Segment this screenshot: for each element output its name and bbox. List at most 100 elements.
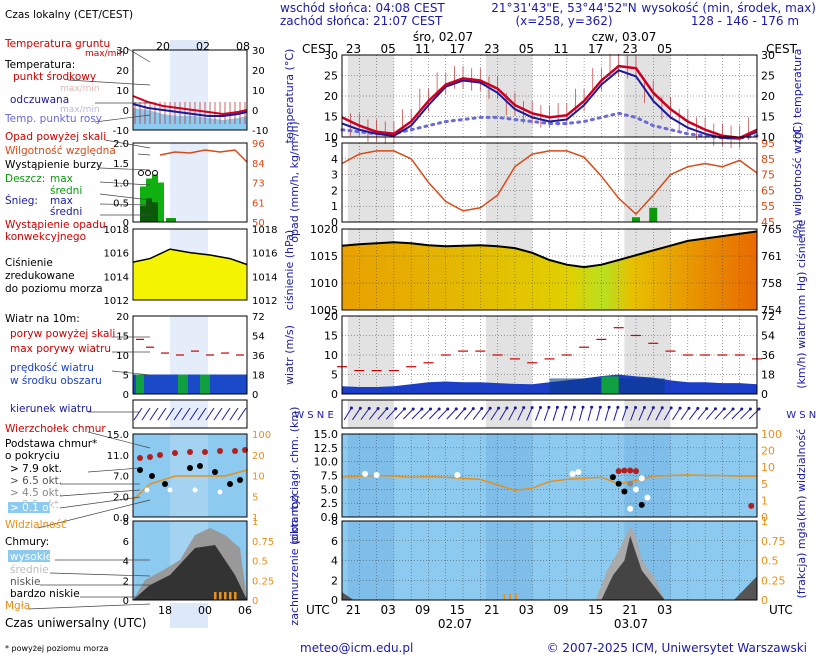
legend-perceived: odczuwana [10,94,69,106]
wind-arrowhead [471,407,475,411]
cloud-base-dot [644,494,651,501]
wind-arrow [343,407,352,421]
legend-connector [27,603,151,610]
legend-mean-wind-1: prędkość wiatru [10,362,94,374]
temp-right-tick: 25 [761,70,775,83]
wind-arrow [561,407,567,421]
legend-wind-left-tick: 20 [116,312,129,323]
legend-fog-bar [224,592,227,600]
wind-arrowhead [437,407,441,411]
legend-perceived-sub: max/min [60,105,100,115]
wind-left-tick: 10 [324,349,338,362]
legend-wind: Wiatr na 10m: [5,313,80,325]
wind-arrow [411,408,423,420]
legend-cloud-dot [197,463,203,469]
precip-bar [649,207,658,222]
legend-press-right-tick: 1014 [252,272,277,283]
cb-left-tick: 12.5 [314,442,339,455]
cloud-base-dot [373,471,380,478]
legend-precip-left-tick: 0 [123,218,129,229]
night-band-dir-1 [486,400,533,428]
fog-bar [509,594,512,600]
wind-left-tick: 0 [331,388,338,401]
legend-wind-arrow [221,407,231,421]
legend-precip-bar-dark [146,198,152,222]
legend-cb-right-tick: 10 [252,472,265,483]
legend-panel-frame-wind [132,315,248,395]
temp-left-tick: 15 [324,111,338,124]
temp-axis-title-left: temperatura (°C) [283,49,296,144]
legend-panel-frame-dir [132,399,248,429]
utc-tick: 03 [657,603,672,617]
dew-point-line [340,111,759,140]
legend-temp-right-tick: 20 [252,66,265,77]
legend-wind-arrow [189,407,199,421]
legend-wind-green [136,374,144,394]
wind-arrowhead [429,407,433,411]
cloud-base-dot [627,505,634,512]
wind-arrowhead [660,406,664,410]
wind-arrowhead [598,405,602,409]
legend-perceived-line [132,103,248,117]
wind-arrowhead [607,405,611,409]
legend-precip-right-tick: 61 [252,198,265,209]
pressure-line [341,230,758,269]
legend-precip-bar [140,186,146,222]
press-right-tick: 754 [761,304,782,317]
legend-cbtop-dot [232,448,238,454]
cest-label-right: CEST [766,42,798,56]
legend-cb-right-tick: 1 [252,513,258,524]
wind-axis-title-left: wiatr (m/s) [283,325,296,385]
cloud-base-dot [638,501,645,508]
wind-arrow [578,407,584,421]
cloud-base-dot [638,475,645,482]
press-right-tick: 765 [761,223,782,236]
wind-arrow [638,407,645,421]
legend-press-right-tick: 1012 [252,296,277,307]
legend-wind-left-tick: 15 [116,332,129,343]
precip-axis-title-left: opad (mm/h, kg/m²/h) [288,121,301,242]
legend-clouds: Chmury: [5,536,49,548]
wind-arrowhead [385,407,389,411]
cb-right-tick: 5 [761,478,768,491]
cloud-base-dot [615,480,622,487]
wind-arrow [481,408,491,420]
precip-right-tick: 85 [761,153,775,166]
footnote: * powyżej poziomu morza [5,644,109,653]
wind-arrowhead [497,406,501,410]
night-band-cc-0 [347,521,394,600]
day-label-top: śro, 02.07 [413,30,473,44]
legend-panel-frame-cb [132,433,248,518]
legend-fog-bar [234,592,237,600]
cc-right-tick: 0.25 [761,574,786,587]
night-band-cc-1 [486,521,533,600]
temp-right-tick: 10 [761,131,775,144]
legend-cloud-dot [227,481,233,487]
legend-cl-high-bg [8,550,50,562]
cloud-base-dot [621,488,628,495]
legend-cl-low: niskie [10,576,41,588]
cest-tick: 23 [484,42,499,56]
legend-precip-right-tick: 96 [252,139,265,150]
legend-gust-above: poryw powyżej skali [10,328,115,340]
wind-right-tick: 36 [761,349,775,362]
legend-wind-arrow [181,407,191,421]
temp-axis-title-right: (°C) temperatura [791,49,804,144]
wind-arrowhead [564,405,568,409]
precip-left-tick: 1 [331,200,338,213]
legend-pressure-1: Ciśnienie [5,257,53,269]
day-label-bottom: 03.07 [614,617,648,631]
cc-right-tick: 0.5 [761,555,779,568]
legend-press-right-tick: 1016 [252,249,277,260]
wind-arrowhead [669,406,673,410]
cloud-base-dot [609,474,616,481]
legend-connector [49,572,151,577]
legend-conv-1: Wystąpienie opadu [5,219,106,231]
legend-humidity-line [159,149,248,163]
cloud-base-dot [627,467,634,474]
wind-arrowhead [505,406,509,410]
wind-arrow [499,407,508,421]
humidity-line [341,150,758,216]
precip-right-tick: 95 [761,137,775,150]
legend-precip-left-tick: 2.0 [113,139,129,150]
